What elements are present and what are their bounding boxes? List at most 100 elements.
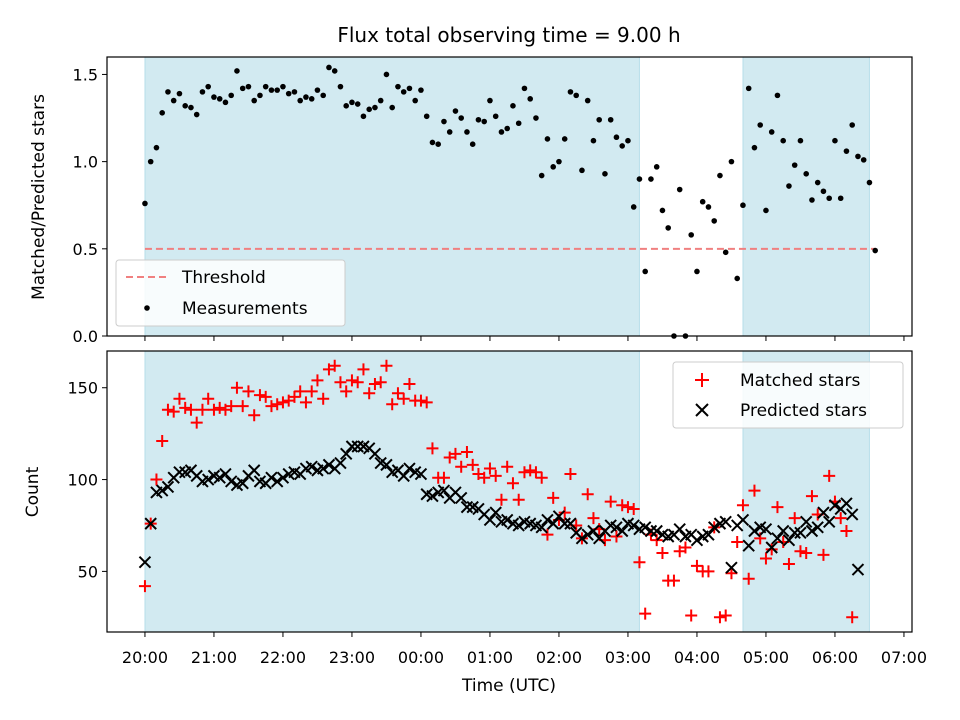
- measurement-point: [389, 104, 396, 111]
- measurement-point: [590, 137, 597, 144]
- predicted-star-point: [828, 499, 842, 512]
- matched-star-point: [276, 396, 289, 409]
- measurement-point: [418, 87, 424, 93]
- matched-star-point: [621, 501, 634, 514]
- matched-star-point: [242, 385, 255, 398]
- measurement-point: [395, 83, 401, 90]
- x-tick-label: 06:00: [812, 648, 858, 667]
- matched-star-point: [271, 398, 284, 411]
- predicted-star-point: [339, 447, 353, 461]
- measurement-point: [326, 64, 332, 71]
- measurement-point: [199, 89, 206, 95]
- measurement-point: [774, 92, 781, 99]
- matched-star-point: [805, 490, 818, 503]
- predicted-star-point: [776, 524, 790, 538]
- matched-star-point: [334, 376, 347, 389]
- measurement-point: [740, 202, 746, 209]
- measurement-point: [837, 195, 844, 202]
- matched-star-point: [782, 558, 795, 571]
- matched-star-point: [386, 398, 399, 411]
- legend-matched-swatch: [695, 373, 709, 387]
- matched-star-point: [794, 545, 807, 558]
- predicted-star-point: [742, 539, 755, 552]
- measurement-point: [441, 118, 447, 125]
- measurement-point: [147, 158, 154, 165]
- matched-star-point: [345, 374, 358, 387]
- predicted-star-point: [535, 521, 548, 534]
- measurement-point: [475, 116, 482, 123]
- predicted-star-point: [707, 521, 721, 534]
- matched-star-point: [167, 405, 180, 418]
- measurement-point: [510, 103, 516, 109]
- matched-star-point: [547, 491, 560, 504]
- matched-star-point: [506, 477, 519, 490]
- measurement-point: [814, 179, 821, 186]
- predicted-star-point: [736, 513, 750, 527]
- matched-star-point: [489, 469, 502, 482]
- matched-star-point: [455, 460, 468, 473]
- matched-star-point: [685, 609, 698, 622]
- measurement-point: [349, 99, 355, 106]
- matched-star-point: [299, 396, 312, 409]
- measurement-point: [406, 85, 413, 92]
- predicted-star-point: [138, 556, 152, 569]
- y-tick-label: 1.0: [73, 153, 98, 172]
- matched-star-point: [156, 434, 169, 447]
- matched-star-point: [230, 381, 243, 394]
- matched-star-point: [357, 363, 370, 376]
- measurement-point: [372, 104, 378, 111]
- matched-star-point: [305, 385, 318, 398]
- matched-star-point: [581, 488, 594, 501]
- measurement-point: [791, 162, 798, 168]
- matched-star-point: [667, 574, 680, 587]
- measurement-point: [458, 115, 465, 121]
- chart-title: Flux total observing time = 9.00 h: [337, 23, 680, 47]
- measurement-point: [849, 122, 855, 128]
- predicted-star-point: [173, 466, 186, 479]
- measurement-point: [567, 89, 574, 95]
- bottom-shaded-interval: [144, 350, 640, 633]
- y-tick-label: 0.5: [73, 240, 98, 259]
- bottom-legend: Matched stars Predicted stars: [672, 361, 904, 429]
- predicted-star-point: [345, 440, 359, 453]
- matched-star-point: [368, 378, 381, 391]
- measurement-point: [291, 89, 298, 95]
- measurement-point: [722, 249, 729, 256]
- measurement-point: [855, 153, 861, 160]
- measurement-point: [717, 172, 723, 179]
- matched-star-point: [823, 469, 836, 482]
- measurement-point: [688, 232, 694, 238]
- measurement-point: [561, 136, 568, 142]
- matched-star-point: [604, 495, 617, 508]
- matched-star-point: [190, 416, 203, 429]
- measurement-point: [607, 116, 614, 123]
- measurement-point: [648, 176, 654, 182]
- measurement-point: [366, 106, 373, 113]
- predicted-star-point: [403, 462, 416, 475]
- measurement-point: [544, 136, 551, 142]
- matched-star-point: [512, 493, 525, 506]
- matched-star-point: [524, 464, 537, 477]
- x-tick-label: 04:00: [674, 648, 720, 667]
- predicted-star-point: [305, 460, 318, 473]
- measurement-point: [159, 110, 165, 116]
- matched-star-point: [265, 400, 278, 413]
- matched-star-point: [466, 458, 479, 471]
- predicted-star-point: [782, 533, 796, 547]
- predicted-star-point: [236, 477, 249, 490]
- matched-star-point: [225, 400, 238, 413]
- matched-star-point: [340, 385, 353, 398]
- measurement-point: [757, 122, 763, 128]
- matched-star-point: [713, 611, 726, 624]
- predicted-star-point: [512, 519, 525, 532]
- predicted-star-point: [799, 515, 813, 529]
- top-panel: 0.0 0.5 1.0 1.5 Matched/Predicted stars Thr…: [29, 56, 913, 346]
- y-tick-label: 0.0: [73, 327, 98, 346]
- measurement-point: [809, 197, 815, 203]
- matched-star-point: [150, 473, 163, 486]
- measurement-point: [630, 204, 637, 210]
- predicted-star-point: [564, 517, 577, 530]
- matched-star-point: [639, 607, 652, 620]
- measurement-point: [780, 137, 786, 144]
- x-tick-label: 02:00: [536, 648, 582, 667]
